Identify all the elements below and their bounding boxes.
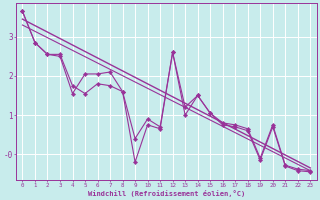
X-axis label: Windchill (Refroidissement éolien,°C): Windchill (Refroidissement éolien,°C) (88, 190, 245, 197)
